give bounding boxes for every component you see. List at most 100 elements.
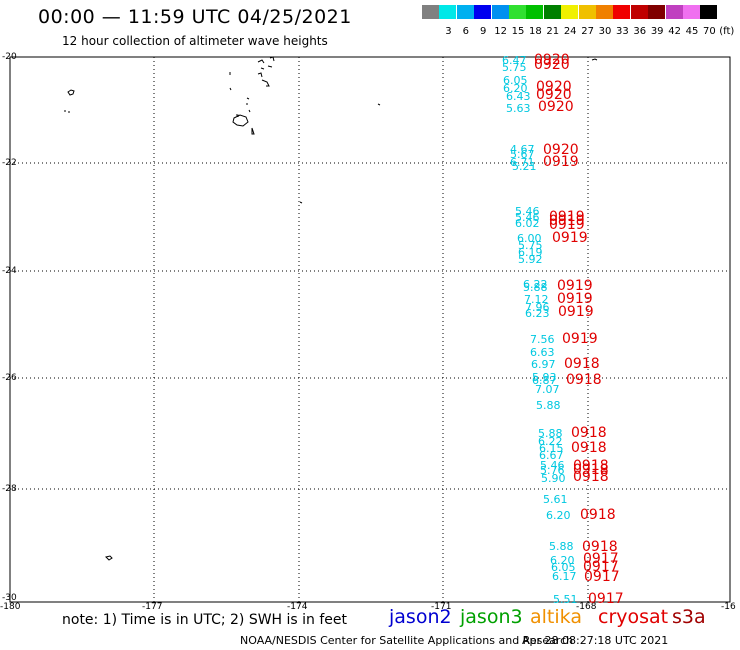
- color-scale-swatch: [422, 5, 439, 19]
- color-scale-swatch: [509, 5, 526, 19]
- color-scale-swatch: [543, 5, 561, 19]
- color-scale-swatch: [474, 5, 492, 19]
- island: [591, 58, 598, 61]
- wave-height-label: 6.05: [503, 74, 528, 87]
- pass-time-label: 0919: [558, 304, 594, 320]
- pass-time-label: 0920: [536, 87, 572, 103]
- wave-height-label: 6.23: [525, 307, 550, 320]
- satellite-legend-s3a: s3a: [672, 606, 706, 628]
- color-scale-label: 24: [563, 26, 577, 37]
- island: [246, 97, 251, 113]
- pass-time-label: 0918: [566, 372, 602, 388]
- footer-credit: NOAA/NESDIS Center for Satellite Applica…: [240, 634, 574, 647]
- wave-height-label: 5.93: [532, 371, 557, 384]
- wave-height-label: 7.07: [535, 383, 560, 396]
- color-scale-label: 21: [546, 26, 560, 37]
- island: [105, 555, 113, 561]
- wave-height-label: 4.67: [510, 143, 535, 156]
- color-scale-label: 33: [616, 26, 629, 37]
- wave-height-label: 5.46: [515, 211, 540, 224]
- color-scale-swatch: [700, 5, 718, 19]
- pass-time-label: 0918: [580, 507, 616, 523]
- footer-timestamp: Apr 28 08:27:18 UTC 2021: [522, 634, 669, 647]
- color-scale-swatch: [630, 5, 648, 19]
- color-scale-label: 45: [685, 26, 699, 37]
- lon-label-177: -177: [142, 602, 163, 612]
- wave-height-label: 6.20: [503, 82, 528, 95]
- color-scale-swatch: [596, 5, 613, 19]
- pass-time-label: 0919: [549, 217, 585, 233]
- map-subtitle: 12 hour collection of altimeter wave hei…: [62, 34, 328, 48]
- color-scale-swatch: [683, 5, 700, 19]
- pass-time-label: 0919: [549, 209, 585, 225]
- pass-time-label: 0919: [562, 331, 598, 347]
- pass-time-label: 0920: [538, 99, 574, 115]
- lon-label-168: -168: [576, 602, 597, 612]
- wave-height-label: 6.71: [510, 156, 535, 169]
- pass-time-label: 0917: [584, 569, 620, 585]
- lat-gridlines: [10, 162, 730, 490]
- wave-height-label: 6.22: [538, 435, 563, 448]
- lat-label-30: -30: [2, 593, 17, 603]
- color-scale-swatch: [491, 5, 509, 19]
- lat-label-20: -20: [2, 52, 17, 62]
- color-scale-label: 18: [529, 26, 542, 37]
- wave-height-label: 5.63: [506, 102, 531, 115]
- wave-height-label: 6.47: [502, 54, 527, 67]
- wave-height-label: 6.67: [539, 449, 564, 462]
- island-outlines: [64, 56, 598, 561]
- wave-height-label: 5.88: [523, 281, 548, 294]
- pass-time-label: 0918: [571, 440, 607, 456]
- color-scale-label: 15: [511, 26, 525, 37]
- wave-height-label: 5.88: [549, 540, 574, 553]
- color-scale-label: 9: [480, 26, 487, 37]
- island: [67, 89, 75, 96]
- wave-height-label: 5.88: [536, 399, 561, 412]
- wave-height-label: 7.56: [530, 333, 555, 346]
- color-scale-label: 6: [462, 26, 469, 37]
- wave-height-label: 6.87: [532, 374, 557, 387]
- lat-label-22: -22: [2, 158, 17, 168]
- color-scale-label: 36: [633, 26, 647, 37]
- lon-label-171: -171: [431, 602, 452, 612]
- pass-time-label: 0917: [583, 559, 619, 575]
- island: [232, 114, 249, 127]
- wave-height-label: 6.20: [550, 554, 575, 567]
- island: [236, 114, 239, 117]
- color-scale-label: 42: [668, 26, 681, 37]
- island: [377, 103, 381, 106]
- lon-label-165: -16: [721, 602, 736, 612]
- lat-label-26: -26: [2, 373, 17, 383]
- color-scale-swatch: [613, 5, 631, 19]
- color-scale-label: 30: [598, 26, 612, 37]
- wave-height-label: 5.90: [541, 472, 566, 485]
- pass-time-label: 0920: [536, 79, 572, 95]
- wave-height-label: 5.21: [512, 160, 537, 173]
- wave-height-label: 5.75: [502, 61, 527, 74]
- pass-time-label: 0919: [543, 154, 579, 170]
- color-scale-swatch: [665, 5, 683, 19]
- wave-height-label: 6.17: [552, 570, 577, 583]
- wave-height-label: 5.75: [518, 239, 543, 252]
- wave-height-label: 6.00: [517, 232, 542, 245]
- wave-height-label: 6.20: [546, 509, 571, 522]
- pass-time-label: 0920: [534, 57, 570, 73]
- wave-height-label: 5.51: [553, 593, 578, 606]
- pass-time-label: 0918: [573, 462, 609, 478]
- color-scale-swatch: [578, 5, 596, 19]
- lat-label-24: -24: [2, 266, 17, 276]
- lon-label-174: -174: [287, 602, 308, 612]
- pass-time-label: 0918: [564, 356, 600, 372]
- pass-time-label: 0920: [534, 52, 570, 68]
- wave-height-label: 6.19: [518, 246, 543, 259]
- color-scale-label: 3: [445, 26, 452, 37]
- wave-height-label: 6.97: [531, 358, 556, 371]
- color-scale-label: 70: [703, 26, 716, 37]
- satellite-legend-jason2: jason2: [389, 606, 452, 628]
- satellite-legend-cryosat: cryosat: [598, 606, 669, 628]
- island: [229, 72, 232, 91]
- color-scale-label: 27: [581, 26, 594, 37]
- island: [299, 201, 303, 204]
- pass-time-label: 0919: [552, 230, 588, 246]
